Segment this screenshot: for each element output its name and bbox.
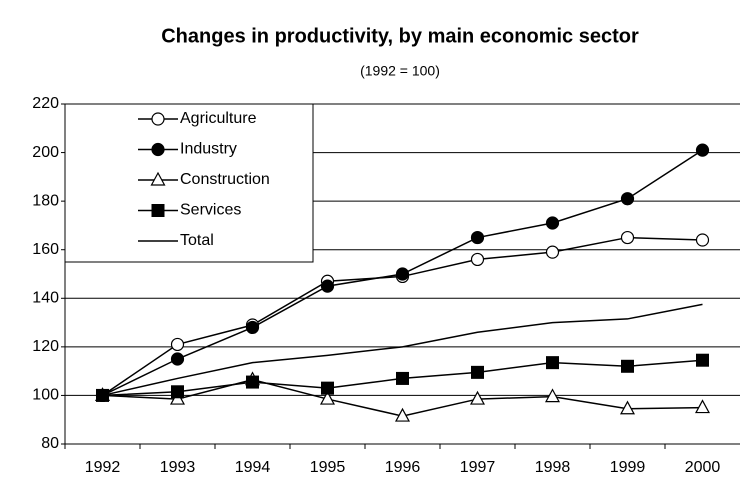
x-tick-label: 1999 (610, 459, 646, 476)
x-tick-label: 1995 (310, 459, 346, 476)
point (545, 245, 560, 259)
point (394, 407, 411, 422)
x-tick-label: 1996 (385, 459, 421, 476)
point (620, 230, 635, 245)
legend-label: Construction (180, 171, 270, 188)
point (619, 400, 636, 415)
y-tick-label: 220 (32, 95, 59, 112)
legend-label: Services (180, 202, 241, 219)
legend-label: Agriculture (180, 110, 257, 127)
chart-subtitle: (1992 = 100) (360, 63, 440, 79)
point (151, 204, 165, 217)
point (320, 279, 335, 293)
point (151, 112, 165, 126)
point (471, 365, 484, 379)
point (695, 143, 710, 157)
point (696, 353, 709, 367)
point (170, 352, 185, 366)
point (246, 375, 259, 389)
point (546, 356, 559, 370)
point (620, 192, 635, 206)
point (695, 233, 710, 247)
point (170, 337, 185, 352)
y-tick-label: 120 (32, 338, 59, 355)
point (470, 252, 485, 267)
x-tick-label: 1997 (460, 459, 496, 476)
point (321, 381, 334, 395)
y-tick-label: 80 (41, 435, 59, 452)
point (469, 390, 486, 405)
x-tick-label: 1993 (160, 459, 196, 476)
point (396, 371, 409, 385)
point (694, 399, 711, 414)
series-line (102, 303, 703, 397)
point (150, 171, 166, 186)
legend-label: Industry (180, 141, 237, 158)
legend-box (64, 103, 314, 263)
point (544, 388, 561, 403)
y-tick-label: 160 (32, 241, 59, 258)
chart-title: Changes in productivity, by main economi… (161, 25, 639, 47)
y-tick-label: 180 (32, 192, 59, 209)
x-tick-label: 1992 (85, 459, 121, 476)
legend-label: Total (180, 232, 214, 249)
x-tick-label: 2000 (685, 459, 721, 476)
point (245, 320, 260, 335)
point (171, 385, 184, 399)
x-tick-label: 1998 (535, 459, 571, 476)
y-tick-label: 200 (32, 144, 59, 161)
point (621, 359, 634, 373)
x-tick-label: 1994 (235, 459, 271, 476)
point (545, 216, 560, 230)
y-tick-label: 100 (32, 387, 59, 404)
y-tick-label: 140 (32, 290, 59, 307)
point (319, 390, 336, 405)
point (151, 142, 165, 157)
point (395, 267, 410, 281)
point (470, 230, 485, 245)
